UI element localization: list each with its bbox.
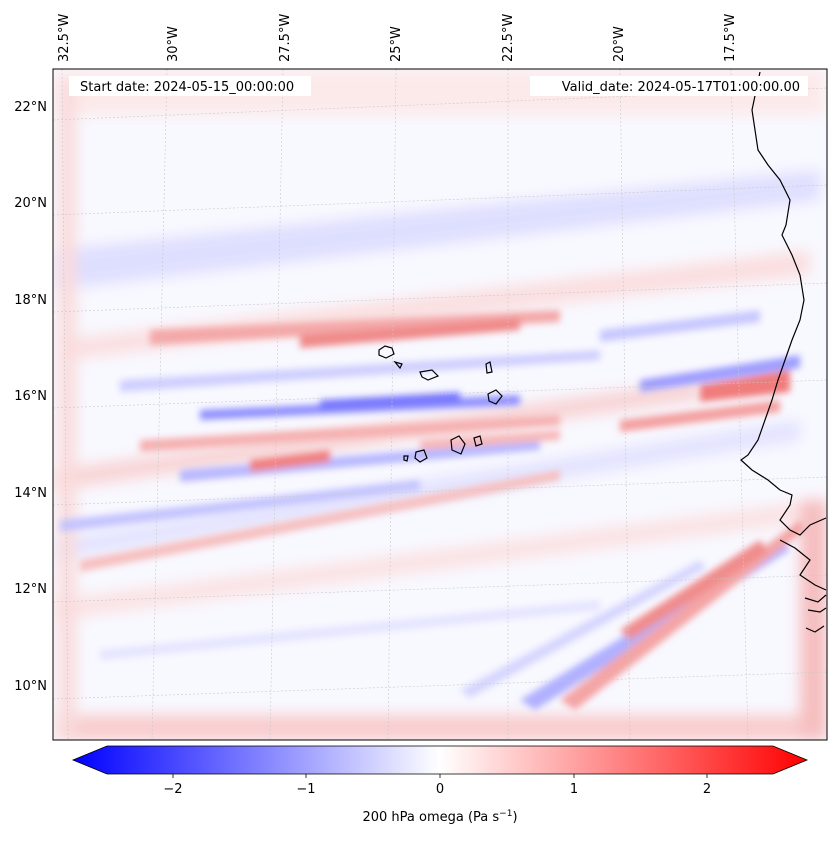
lon-label-25w: 25°W [389,26,404,62]
lat-label-12n: 12°N [14,582,47,597]
lon-label-27.5w: 27.5°W [278,14,293,62]
cb-tick-2: 2 [703,782,711,797]
lat-label-22n: 22°N [14,100,47,115]
cb-tick-1: 1 [570,782,578,797]
colorbar-label-main: 200 hPa omega (Pa s [362,810,499,825]
lat-label-20n: 20°N [14,196,47,211]
left-axis-labels: 22°N 20°N 18°N 16°N 14°N 12°N 10°N [14,100,47,694]
valid-date-box [530,76,808,96]
map-frame [52,68,828,741]
lat-label-18n: 18°N [14,293,47,308]
colorbar-label: 200 hPa omega (Pa s−1) [362,809,517,825]
coastline [740,71,827,633]
lon-label-22.5w: 22.5°W [501,14,516,62]
colorbar: −2 −1 0 1 2 200 hPa omega (Pa s−1) [71,745,809,825]
lat-label-10n: 10°N [14,679,47,694]
lat-label-16n: 16°N [14,389,47,404]
cb-tick-neg2: −2 [163,782,182,797]
start-date-label: Start date: 2024-05-15_00:00:00 [80,80,294,95]
lon-label-30w: 30°W [166,26,181,62]
colorbar-tick-labels: −2 −1 0 1 2 [163,782,711,797]
lat-label-14n: 14°N [14,486,47,501]
cb-tick-neg1: −1 [296,782,315,797]
colorbar-label-close: ) [512,810,517,825]
valid-date-label: Valid_date: 2024-05-17T01:00:00.00 [562,80,800,95]
lon-label-20w: 20°W [612,26,627,62]
colorbar-gradient [71,745,809,775]
lon-label-17.5w: 17.5°W [723,14,738,62]
lon-label-32.5w: 32.5°W [57,14,72,62]
top-axis-labels: 32.5°W 30°W 27.5°W 25°W 22.5°W 20°W 17.5… [57,14,738,62]
start-date-box [69,76,311,96]
cape-verde-islands [378,345,503,463]
cb-tick-0: 0 [436,782,444,797]
colorbar-label-exponent: −1 [499,809,512,819]
colorbar-ticks [172,774,708,778]
